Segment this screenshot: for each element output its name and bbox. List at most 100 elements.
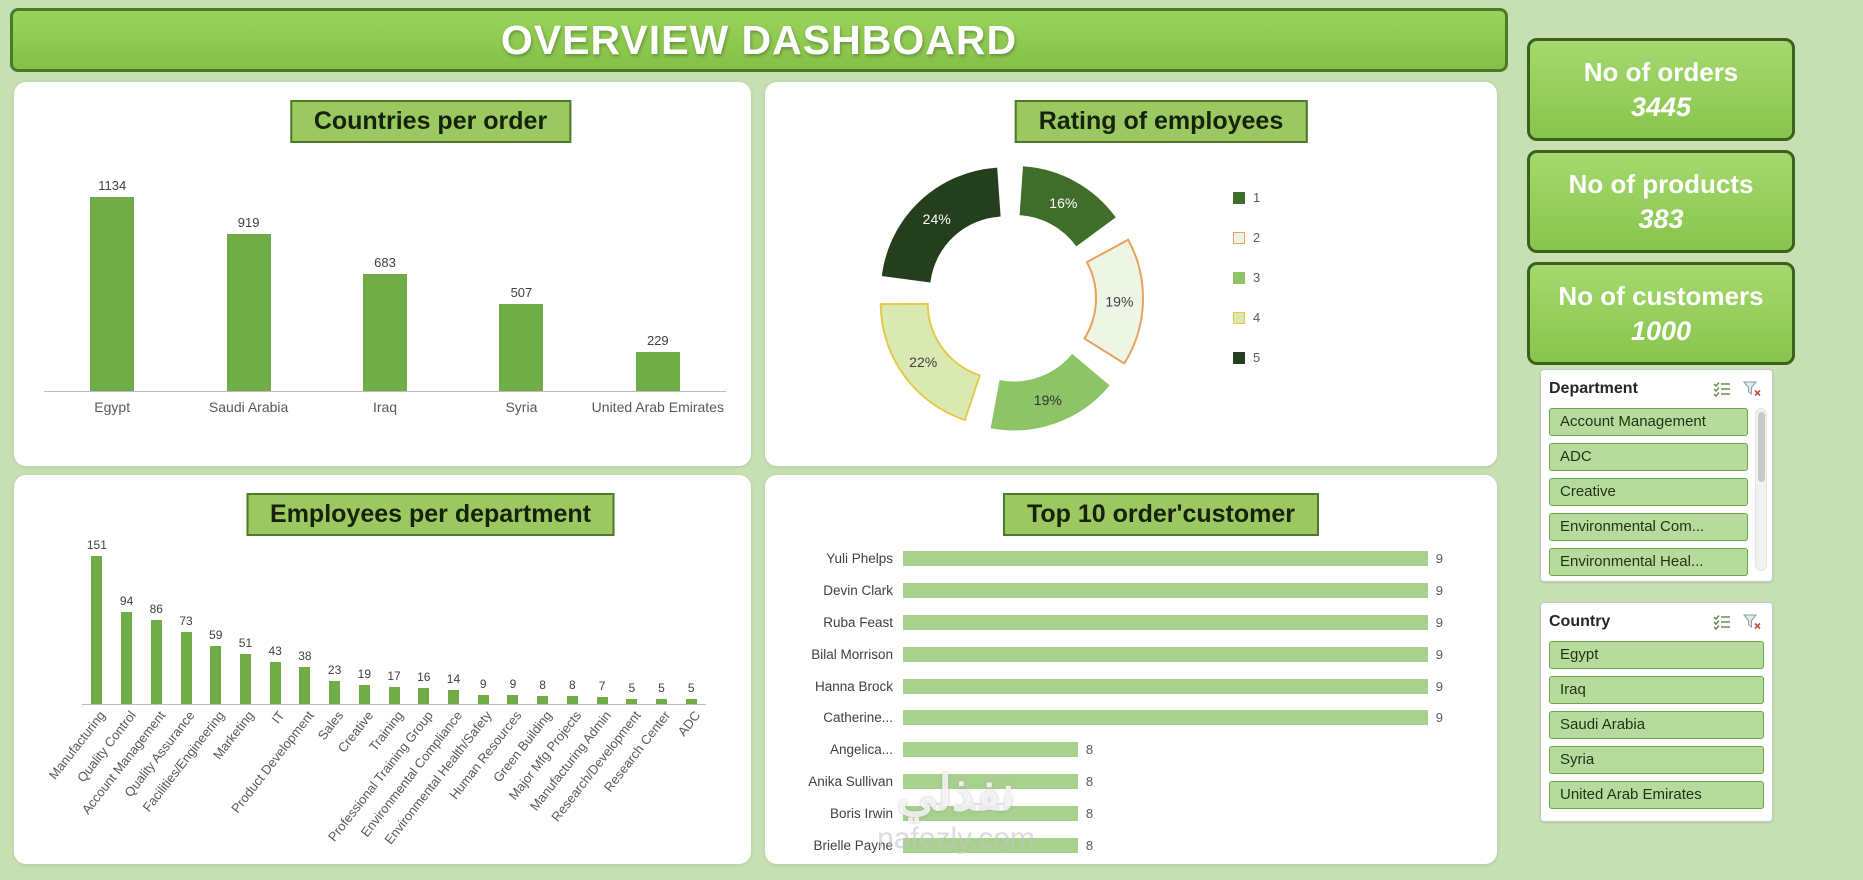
customer-name-label: Yuli Phelps (826, 551, 893, 567)
bar-value-label: 23 (327, 663, 342, 677)
column-bar (210, 646, 222, 704)
bar-value-label: 9 (509, 677, 517, 691)
kpi-orders-value: 3445 (1630, 91, 1692, 122)
slicer-item[interactable]: Egypt (1549, 641, 1764, 669)
top10-horizontal-bar-chart: Yuli Phelps 9 Devin Clark 9 Ruba Feast 9 Bilal… (783, 543, 1483, 861)
legend-item: 5 (1233, 350, 1260, 365)
bar-row: Catherine... 9 (783, 702, 1483, 734)
column-slot: 51 Marketing (210, 547, 261, 762)
column-bar (329, 681, 341, 704)
bar-value-label: 19 (357, 667, 371, 681)
column-bar (363, 274, 408, 391)
bar-value-label: 86 (149, 602, 163, 616)
bar-field: 9 (903, 646, 1483, 662)
slicer-department-scrollbar[interactable] (1755, 408, 1767, 571)
category-label: Saudi Arabia (208, 399, 289, 415)
percentage-label: 19% (1034, 392, 1062, 408)
bar-value-label: 5 (658, 681, 665, 695)
slicer-item[interactable]: United Arab Emirates (1549, 781, 1764, 809)
slicer-item[interactable]: Environmental Heal... (1549, 548, 1748, 576)
bar-value-label: 17 (387, 669, 401, 683)
column-bar (388, 687, 400, 704)
horizontal-bar (903, 678, 1428, 694)
legend-swatch (1233, 311, 1245, 324)
slicer-item[interactable]: Environmental Com... (1549, 513, 1748, 541)
panel-rating-of-employees: Rating of employees 16% 19% 19% 22% 24% 1 2 3 4… (765, 82, 1497, 466)
column-bar (358, 685, 370, 704)
slicer-department-toolbar (1710, 379, 1764, 399)
legend-item: 1 (1233, 190, 1260, 205)
legend-label: 1 (1253, 190, 1261, 205)
legend-item: 2 (1233, 230, 1260, 245)
customer-name-label: Boris Irwin (829, 805, 893, 821)
bar-value-label: 73 (179, 614, 193, 628)
column-slot: 5 Research Center (601, 547, 677, 795)
slicer-item[interactable]: Account Management (1549, 408, 1748, 436)
column-bar (269, 662, 281, 704)
customer-name-label: Catherine... (823, 710, 893, 726)
page-title: OVERVIEW DASHBOARD (500, 16, 1018, 63)
bar-value-label: 7 (598, 679, 606, 693)
column-bar (507, 695, 519, 704)
slicer-country-toolbar (1710, 612, 1764, 632)
bar-row: Brielle Payne 8 (783, 829, 1483, 861)
horizontal-bar (903, 805, 1078, 821)
column-bar (418, 688, 430, 704)
multi-select-icon[interactable] (1710, 379, 1734, 399)
multi-select-icon[interactable] (1710, 612, 1734, 632)
legend-swatch (1233, 271, 1245, 284)
column-bar (635, 352, 680, 391)
scrollbar-thumb[interactable] (1757, 412, 1765, 482)
bar-value-label: 229 (646, 333, 669, 348)
bar-value-label: 8 (1085, 742, 1094, 758)
slicer-department-title: Department (1549, 380, 1638, 397)
column-bar (626, 699, 638, 704)
bar-value-label: 8 (569, 678, 576, 692)
column-slot: 16 Professional Training Group (325, 547, 439, 844)
category-label: Egypt (94, 399, 131, 415)
horizontal-bar (903, 583, 1428, 599)
bar-value-label: 38 (298, 649, 312, 663)
slicer-item[interactable]: Saudi Arabia (1549, 711, 1764, 739)
bar-value-label: 9 (1435, 614, 1444, 630)
category-label: Iraq (372, 399, 398, 415)
bar-value-label: 8 (1085, 837, 1094, 853)
column-bar (596, 697, 608, 704)
slicer-department: Department (1540, 369, 1773, 582)
horizontal-bar (903, 710, 1428, 726)
customer-name-label: Angelica... (829, 742, 893, 758)
clear-filter-icon[interactable] (1740, 379, 1764, 399)
panel-top10-customers: Top 10 order'customer Yuli Phelps 9 Devin … (765, 475, 1497, 864)
column-slot: 507 Syria (453, 186, 589, 415)
clear-filter-icon[interactable] (1740, 612, 1764, 632)
bar-value-label: 9 (1435, 551, 1444, 567)
doughnut-segment (1019, 166, 1116, 247)
legend-item: 3 (1233, 270, 1260, 285)
slicer-item[interactable]: Iraq (1549, 676, 1764, 704)
bar-field: 9 (903, 551, 1483, 567)
bar-value-label: 507 (510, 285, 533, 300)
bar-value-label: 8 (1085, 773, 1094, 789)
chart-title-top10: Top 10 order'customer (1002, 493, 1320, 536)
column-slot: 14 Environmental Compliance (358, 547, 469, 840)
bar-value-label: 59 (209, 628, 223, 642)
slicer-item[interactable]: ADC (1549, 443, 1748, 471)
column-bar (121, 612, 133, 704)
column-bar (477, 695, 489, 704)
bar-value-label: 9 (1435, 583, 1444, 599)
category-label: Syria (505, 399, 538, 415)
bar-value-label: 1134 (98, 178, 127, 193)
kpi-customers-label: No of customers (1558, 280, 1764, 311)
panel-countries-per-order: Countries per order 1134 Egypt 919 Saudi Ar… (14, 82, 751, 466)
doughnut-segment (990, 353, 1110, 431)
slicer-item[interactable]: Creative (1549, 478, 1748, 506)
chart-title-rating: Rating of employees (1014, 100, 1308, 143)
slicer-country-title: Country (1549, 613, 1611, 630)
column-slot: 8 Green Building (490, 547, 558, 785)
bar-row: Yuli Phelps 9 (783, 543, 1483, 575)
column-bar (447, 690, 459, 704)
slicer-department-item-list: Account Management ADC Creative Environment… (1549, 408, 1748, 576)
column-slot: 17 Training (365, 547, 409, 754)
slicer-item[interactable]: Syria (1549, 746, 1764, 774)
bar-field: 8 (903, 837, 1483, 853)
